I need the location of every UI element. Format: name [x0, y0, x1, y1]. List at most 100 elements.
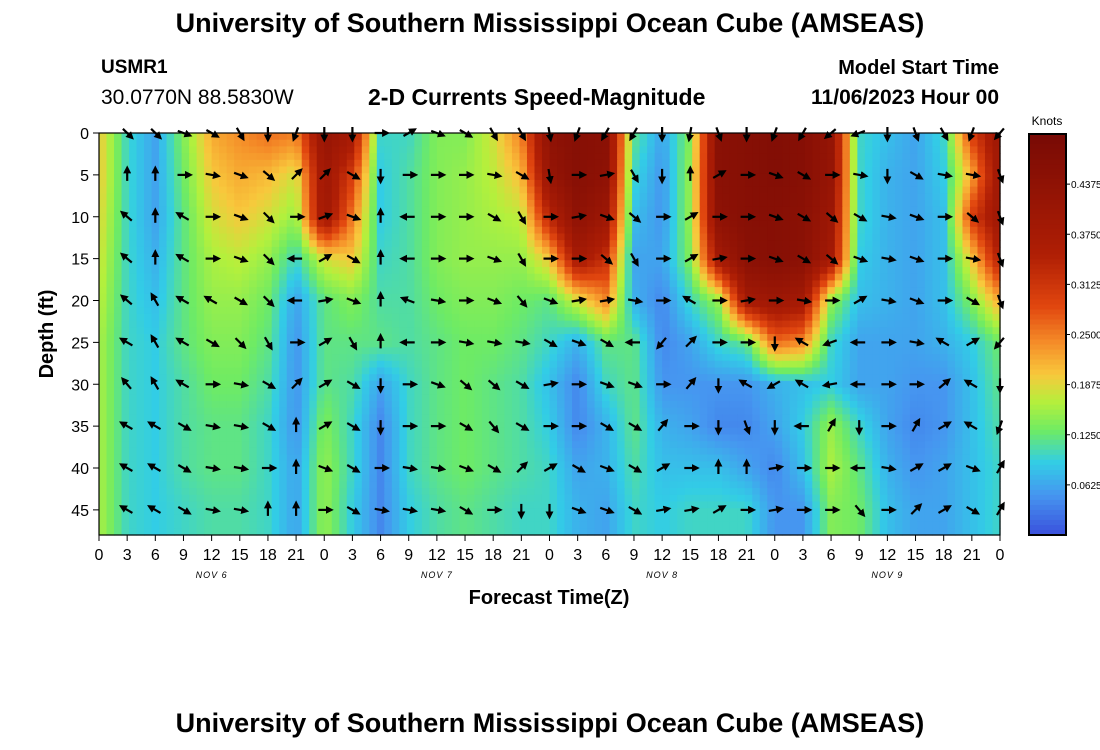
heatmap-cell	[489, 367, 498, 375]
heatmap-cell	[279, 260, 288, 268]
heatmap-cell	[729, 374, 738, 382]
heatmap-cell	[939, 159, 949, 168]
heatmap-cell	[557, 246, 566, 255]
heatmap-cell	[767, 213, 776, 221]
heatmap-cell	[481, 340, 491, 348]
heatmap-cell	[196, 307, 205, 315]
heatmap-cell	[617, 280, 626, 288]
heatmap-cell	[947, 334, 956, 342]
heatmap-cell	[797, 374, 806, 382]
heatmap-cell	[256, 226, 265, 235]
heatmap-cell	[339, 401, 348, 409]
heatmap-cell	[677, 213, 686, 221]
heatmap-cell	[421, 206, 430, 214]
heatmap-cell	[692, 246, 701, 255]
heatmap-cell	[144, 327, 153, 335]
heatmap-cell	[932, 360, 941, 369]
heatmap-cell	[887, 260, 896, 268]
heatmap-cell	[151, 394, 160, 402]
heatmap-cell	[774, 146, 783, 154]
heatmap-cell	[106, 407, 115, 415]
heatmap-cell	[114, 313, 123, 322]
heatmap-cell	[234, 226, 243, 235]
heatmap-cell	[301, 313, 310, 322]
heatmap-cell	[924, 179, 934, 188]
heatmap-cell	[279, 253, 288, 261]
heatmap-cell	[241, 313, 250, 322]
heatmap-cell	[384, 193, 393, 201]
heatmap-cell	[684, 246, 693, 255]
heatmap-cell	[857, 280, 866, 288]
heatmap-cell	[106, 327, 115, 335]
heatmap-cell	[406, 240, 415, 248]
heatmap-cell	[639, 159, 648, 168]
heatmap-cell	[572, 407, 581, 415]
heatmap-cell	[331, 213, 340, 221]
heatmap-cell	[587, 267, 596, 275]
heatmap-cell	[834, 233, 843, 241]
heatmap-cell	[714, 300, 723, 308]
heatmap-cell	[511, 300, 521, 308]
heatmap-cell	[954, 233, 964, 241]
heatmap-cell	[354, 367, 363, 375]
heatmap-cell	[346, 307, 355, 315]
heatmap-cell	[324, 273, 333, 281]
heatmap-cell	[849, 200, 858, 208]
chart-title: 2-D Currents Speed-Magnitude	[368, 84, 706, 110]
heatmap-cell	[339, 287, 348, 295]
heatmap-cell	[331, 347, 340, 355]
heatmap-cell	[121, 354, 130, 362]
heatmap-cell	[204, 267, 213, 275]
heatmap-cell	[714, 220, 723, 228]
heatmap-cell	[782, 179, 791, 188]
heatmap-cell	[256, 374, 265, 382]
heatmap-cell	[264, 193, 273, 201]
heatmap-cell	[894, 401, 903, 409]
heatmap-cell	[249, 246, 258, 255]
heatmap-cell	[384, 173, 393, 181]
heatmap-cell	[789, 287, 798, 295]
heatmap-cell	[774, 273, 783, 281]
heatmap-cell	[834, 347, 843, 355]
heatmap-cell	[489, 179, 498, 188]
heatmap-cell	[557, 179, 566, 188]
heatmap-cell	[511, 186, 521, 194]
heatmap-cell	[294, 334, 303, 342]
heatmap-cell	[414, 200, 423, 208]
heatmap-cell	[579, 273, 588, 281]
heatmap-cell	[226, 313, 235, 322]
heatmap-cell	[459, 246, 468, 255]
heatmap-cell	[842, 173, 851, 181]
heatmap-cell	[339, 233, 348, 241]
heatmap-cell	[864, 173, 873, 181]
heatmap-cell	[714, 179, 723, 188]
heatmap-cell	[969, 260, 979, 268]
heatmap-cell	[767, 354, 776, 362]
heatmap-cell	[932, 246, 941, 255]
heatmap-cell	[106, 313, 115, 322]
heatmap-cell	[121, 153, 130, 161]
heatmap-cell	[737, 394, 746, 402]
heatmap-cell	[331, 401, 340, 409]
heatmap-cell	[279, 387, 288, 395]
heatmap-cell	[804, 360, 813, 369]
heatmap-cell	[181, 367, 190, 375]
heatmap-cell	[204, 159, 213, 168]
heatmap-cell	[677, 287, 686, 295]
heatmap-cell	[406, 233, 415, 241]
heatmap-cell	[324, 206, 333, 214]
heatmap-cell	[144, 307, 153, 315]
heatmap-cell	[789, 253, 798, 261]
heatmap-cell	[564, 313, 573, 322]
heatmap-cell	[677, 394, 686, 402]
heatmap-cell	[294, 374, 303, 382]
heatmap-cell	[977, 179, 986, 188]
heatmap-cell	[744, 360, 753, 369]
heatmap-cell	[707, 313, 716, 322]
heatmap-cell	[279, 287, 288, 295]
heatmap-cell	[767, 280, 776, 288]
heatmap-cell	[699, 280, 708, 288]
heatmap-cell	[504, 394, 513, 402]
heatmap-cell	[864, 153, 873, 161]
heatmap-cell	[639, 340, 648, 348]
